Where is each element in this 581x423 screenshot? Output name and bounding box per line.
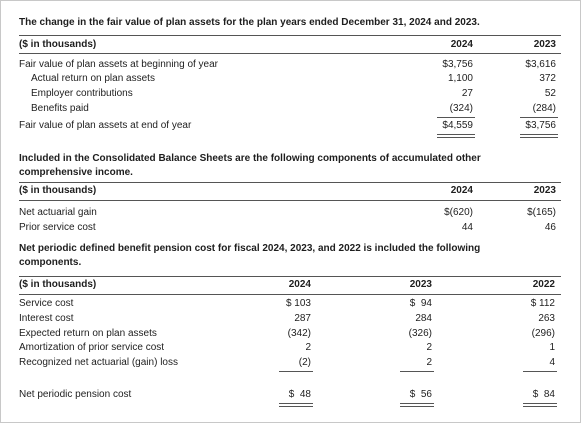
double-rule xyxy=(400,403,434,407)
cell-value: $ 94 xyxy=(409,298,432,309)
double-rule xyxy=(523,403,557,407)
cell-value: 27 xyxy=(461,88,473,99)
cell-value: 2 xyxy=(426,357,432,368)
row-label: Service cost xyxy=(19,298,74,309)
cell-value: 284 xyxy=(415,313,432,324)
rule xyxy=(19,200,561,201)
rule xyxy=(19,35,561,36)
cell-value: (326) xyxy=(408,328,432,339)
row-label: Expected return on plan assets xyxy=(19,328,157,339)
column-header: 2022 xyxy=(532,279,555,290)
cell-value: $3,756 xyxy=(442,59,473,70)
cell-value: (296) xyxy=(531,328,555,339)
row-label: Fair value of plan assets at beginning o… xyxy=(19,59,219,70)
rule xyxy=(19,53,561,54)
rule xyxy=(19,182,561,183)
rule xyxy=(523,371,557,372)
rule xyxy=(437,117,475,118)
caption: The change in the fair value of plan ass… xyxy=(19,17,480,28)
column-header: 2024 xyxy=(288,279,311,290)
column-header: ($ in thousands) xyxy=(19,39,97,50)
rule xyxy=(520,117,558,118)
row-label: Recognized net actuarial (gain) loss xyxy=(19,357,178,368)
row-label: Interest cost xyxy=(19,313,74,324)
cell-value: $(620) xyxy=(444,207,473,218)
cell-value: 2 xyxy=(305,342,311,353)
double-rule xyxy=(520,134,558,138)
cell-value: $4,559 xyxy=(442,120,473,131)
cell-value: 2 xyxy=(426,342,432,353)
row-label: Prior service cost xyxy=(19,222,96,233)
row-label: Amortization of prior service cost xyxy=(19,342,165,353)
cell-value: 372 xyxy=(539,73,556,84)
cell-value: 263 xyxy=(538,313,555,324)
column-header: ($ in thousands) xyxy=(19,185,97,196)
cell-value: $ 56 xyxy=(409,389,432,400)
cell-value: (284) xyxy=(532,103,556,114)
rule xyxy=(19,294,561,295)
row-label: Net actuarial gain xyxy=(19,207,97,218)
row-label: Actual return on plan assets xyxy=(31,73,155,84)
caption: Net periodic defined benefit pension cos… xyxy=(19,243,481,268)
cell-value: $ 103 xyxy=(285,298,311,309)
row-label: Benefits paid xyxy=(31,103,89,114)
rule xyxy=(279,371,313,372)
double-rule xyxy=(279,403,313,407)
column-header: 2023 xyxy=(533,39,556,50)
row-label: Net periodic pension cost xyxy=(19,389,132,400)
column-header: 2023 xyxy=(409,279,432,290)
row-label: Employer contributions xyxy=(31,88,133,99)
cell-value: (2) xyxy=(298,357,311,368)
rule xyxy=(19,276,561,277)
cell-value: $(165) xyxy=(527,207,556,218)
cell-value: 1,100 xyxy=(447,73,473,84)
cell-value: $ 112 xyxy=(530,298,555,309)
cell-value: (324) xyxy=(449,103,473,114)
column-header: 2024 xyxy=(450,185,473,196)
cell-value: (342) xyxy=(287,328,311,339)
caption: Included in the Consolidated Balance She… xyxy=(19,153,481,178)
row-label: Fair value of plan assets at end of year xyxy=(19,120,192,131)
cell-value: $3,616 xyxy=(525,59,556,70)
cell-value: 4 xyxy=(549,357,555,368)
column-header: 2023 xyxy=(533,185,556,196)
cell-value: 46 xyxy=(544,222,556,233)
double-rule xyxy=(437,134,475,138)
cell-value: 44 xyxy=(461,222,473,233)
cell-value: 287 xyxy=(294,313,311,324)
rule xyxy=(400,371,434,372)
cell-value: $3,756 xyxy=(525,120,556,131)
cell-value: 1 xyxy=(549,342,555,353)
cell-value: 52 xyxy=(544,88,556,99)
column-header: 2024 xyxy=(450,39,473,50)
column-header: ($ in thousands) xyxy=(19,279,97,290)
cell-value: $ 48 xyxy=(288,389,311,400)
cell-value: $ 84 xyxy=(532,389,555,400)
